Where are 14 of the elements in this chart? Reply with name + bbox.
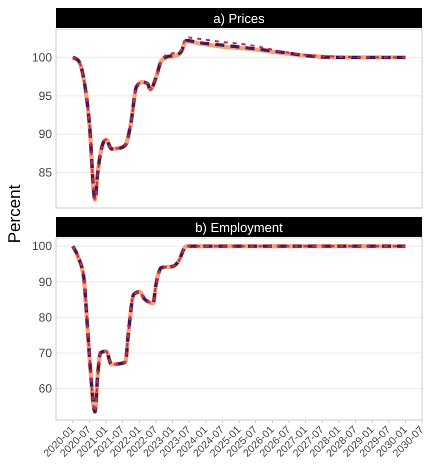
y-tick-label: 60	[38, 382, 52, 396]
y-tick-label: 80	[38, 310, 52, 324]
y-tick-label: 100	[32, 239, 52, 254]
chart-title: a) Prices	[213, 11, 266, 26]
panel-header: b) Employment	[56, 217, 422, 237]
y-tick-label: 90	[38, 127, 52, 142]
y-axis-title: Percent	[5, 184, 24, 244]
y-tick-label: 70	[38, 346, 52, 360]
panel-header: a) Prices	[56, 8, 422, 28]
chart-title: b) Employment	[195, 220, 284, 235]
y-tick-label: 85	[38, 166, 52, 180]
y-tick-label: 95	[38, 88, 52, 103]
y-tick-label: 100	[32, 50, 52, 64]
y-tick-label: 90	[38, 274, 52, 289]
